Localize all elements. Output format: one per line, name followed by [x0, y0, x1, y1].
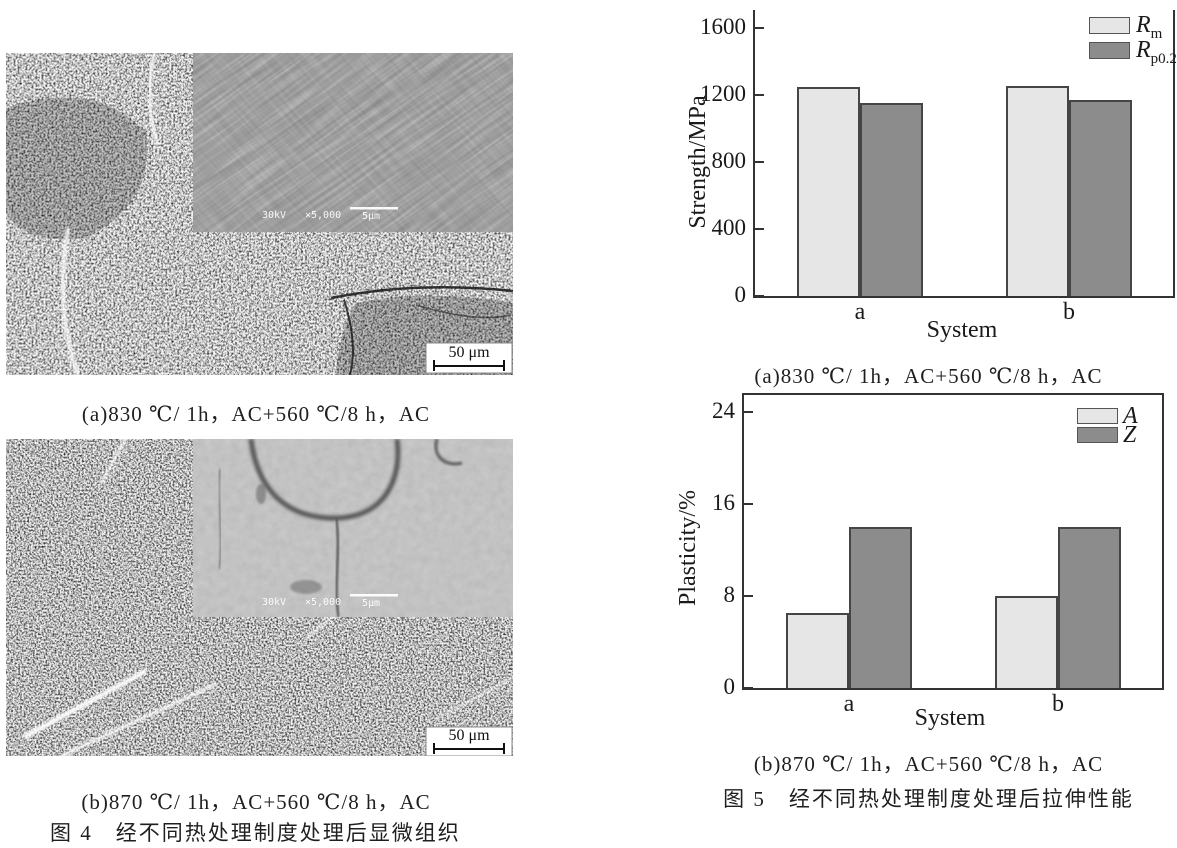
sem-scale-line [350, 207, 398, 210]
legend-label-Z: Z [1123, 422, 1136, 449]
ytick-label-0: 0 [734, 282, 747, 307]
legend-label-A: A [1123, 403, 1138, 430]
legend-label-Rp02: Rp0.2 [1136, 37, 1177, 68]
scratch [22, 668, 148, 740]
scale-bar-a: 50 μm [425, 342, 513, 374]
grain-boundary [415, 304, 512, 319]
scratch [148, 52, 160, 146]
dark-spot [256, 484, 266, 504]
ytick-label-800: 800 [711, 148, 747, 173]
ytick-label-1200: 1200 [700, 81, 746, 106]
sem-scale-label: 5μm [362, 211, 380, 222]
legend-swatch-Rp02 [1089, 42, 1130, 59]
legend-base: R [1136, 37, 1151, 63]
scale-bar-box [425, 342, 513, 374]
legend-swatch-Z [1077, 427, 1118, 443]
ytick-label-24: 24 [712, 398, 735, 423]
sem-inset-a: 30kV ×5,000 5μm [193, 53, 513, 232]
xtick-label-a: a [854, 299, 866, 325]
ytick-label-400: 400 [711, 215, 747, 240]
sem-inset-b: 30kV ×5,000 5μm [193, 439, 513, 617]
legend-sub: m [1150, 25, 1163, 42]
ytick-label-1600: 1600 [700, 14, 746, 39]
bar-Rm-b [1006, 86, 1069, 296]
sem-mag-label: ×5,000 [305, 597, 341, 608]
ytick-mark-16 [744, 503, 753, 505]
scratch [435, 677, 512, 721]
lath-texture [193, 53, 513, 232]
legend-base: Z [1123, 422, 1137, 448]
figure4-caption-a: (a)830 ℃/ 1h，AC+560 ℃/8 h，AC [81, 402, 431, 426]
sem-mag-label: ×5,000 [305, 210, 341, 221]
xtick-label-b: b [1063, 299, 1075, 325]
strength-chart: a b 0 400 800 1200 1600 Strength/MPa System Rm Rp0… [680, 0, 1177, 350]
dark-spot [290, 580, 322, 594]
bar-A-b [995, 596, 1058, 688]
micrograph-a: 30kV ×5,000 5μm 50 μm [6, 52, 514, 376]
y-axis-label: Plasticity/% [675, 490, 701, 606]
ytick-mark-1200 [755, 94, 764, 96]
ytick-mark-0 [744, 687, 753, 689]
bar-A-a [786, 613, 849, 688]
figure4-title: 图 4 经不同热处理制度处理后显微组织 [50, 821, 461, 845]
bar-Z-b [1058, 527, 1121, 688]
sem-kv-label: 30kV [262, 597, 286, 608]
legend-sub: p0.2 [1150, 50, 1177, 67]
smooth-texture [193, 439, 513, 617]
scratch [60, 682, 217, 758]
scale-bar-label: 50 μm [448, 344, 490, 361]
xtick-label-a: a [843, 691, 855, 717]
legend-swatch-A [1077, 408, 1118, 424]
sem-kv-label: 30kV [262, 210, 286, 221]
plot-area: a b 0 8 16 24 [712, 393, 1164, 717]
bar-Rm-a [797, 87, 860, 296]
ytick-mark-1600 [755, 27, 764, 29]
grain-boundary [330, 286, 514, 300]
grain-boundary [217, 468, 222, 570]
bar-Rp02-a [860, 103, 923, 296]
figure5-caption-b: (b)870 ℃/ 1h，AC+560 ℃/8 h，AC [753, 752, 1104, 776]
ytick-mark-400 [755, 228, 764, 230]
y-axis-label: Strength/MPa [685, 95, 711, 229]
micrograph-a-image: 30kV ×5,000 5μm 50 μm [6, 52, 514, 376]
figure5-caption-a: (a)830 ℃/ 1h，AC+560 ℃/8 h，AC [754, 364, 1103, 388]
crack [334, 518, 341, 617]
figure4-caption-b: (b)870 ℃/ 1h，AC+560 ℃/8 h，AC [81, 790, 431, 814]
sem-scale-line [350, 594, 398, 597]
grain-boundary [343, 299, 354, 376]
bar-Z-a [849, 527, 912, 688]
micrograph-b-image: 30kV ×5,000 5μm 50 μm [6, 438, 513, 758]
legend-swatch-Rm [1089, 17, 1130, 34]
ytick-label-8: 8 [723, 582, 736, 607]
scale-bar-b: 50 μm [425, 726, 513, 757]
figure5-title: 图 5 经不同热处理制度处理后拉伸性能 [723, 787, 1134, 811]
ytick-mark-24 [744, 411, 753, 413]
legend-base: R [1136, 12, 1151, 38]
ytick-mark-0 [755, 295, 764, 297]
grain-boundary [248, 439, 401, 521]
sem-scale-label: 5μm [362, 598, 380, 609]
scale-bar-box [425, 726, 513, 757]
plasticity-chart: a b 0 8 16 24 Plasticity/% System A Z [675, 385, 1177, 731]
x-axis-label: System [926, 317, 998, 343]
scratch [60, 227, 80, 376]
scratch [99, 438, 128, 485]
bar-Rp02-b [1069, 100, 1132, 296]
x-axis-label: System [914, 705, 986, 731]
dark-grain-patch [6, 97, 148, 240]
micrograph-b: 30kV ×5,000 5μm 50 μm [6, 438, 513, 758]
ytick-mark-8 [744, 595, 753, 597]
grain-boundary [434, 439, 463, 466]
legend-label-Rm: Rm [1136, 12, 1162, 43]
ytick-label-16: 16 [712, 490, 735, 515]
legend-base: A [1123, 403, 1138, 429]
scale-bar-label: 50 μm [448, 727, 490, 744]
xtick-label-b: b [1052, 691, 1064, 717]
ytick-label-0: 0 [723, 674, 736, 699]
ytick-mark-800 [755, 161, 764, 163]
plot-area: a b 0 400 800 1200 1600 [700, 10, 1175, 325]
